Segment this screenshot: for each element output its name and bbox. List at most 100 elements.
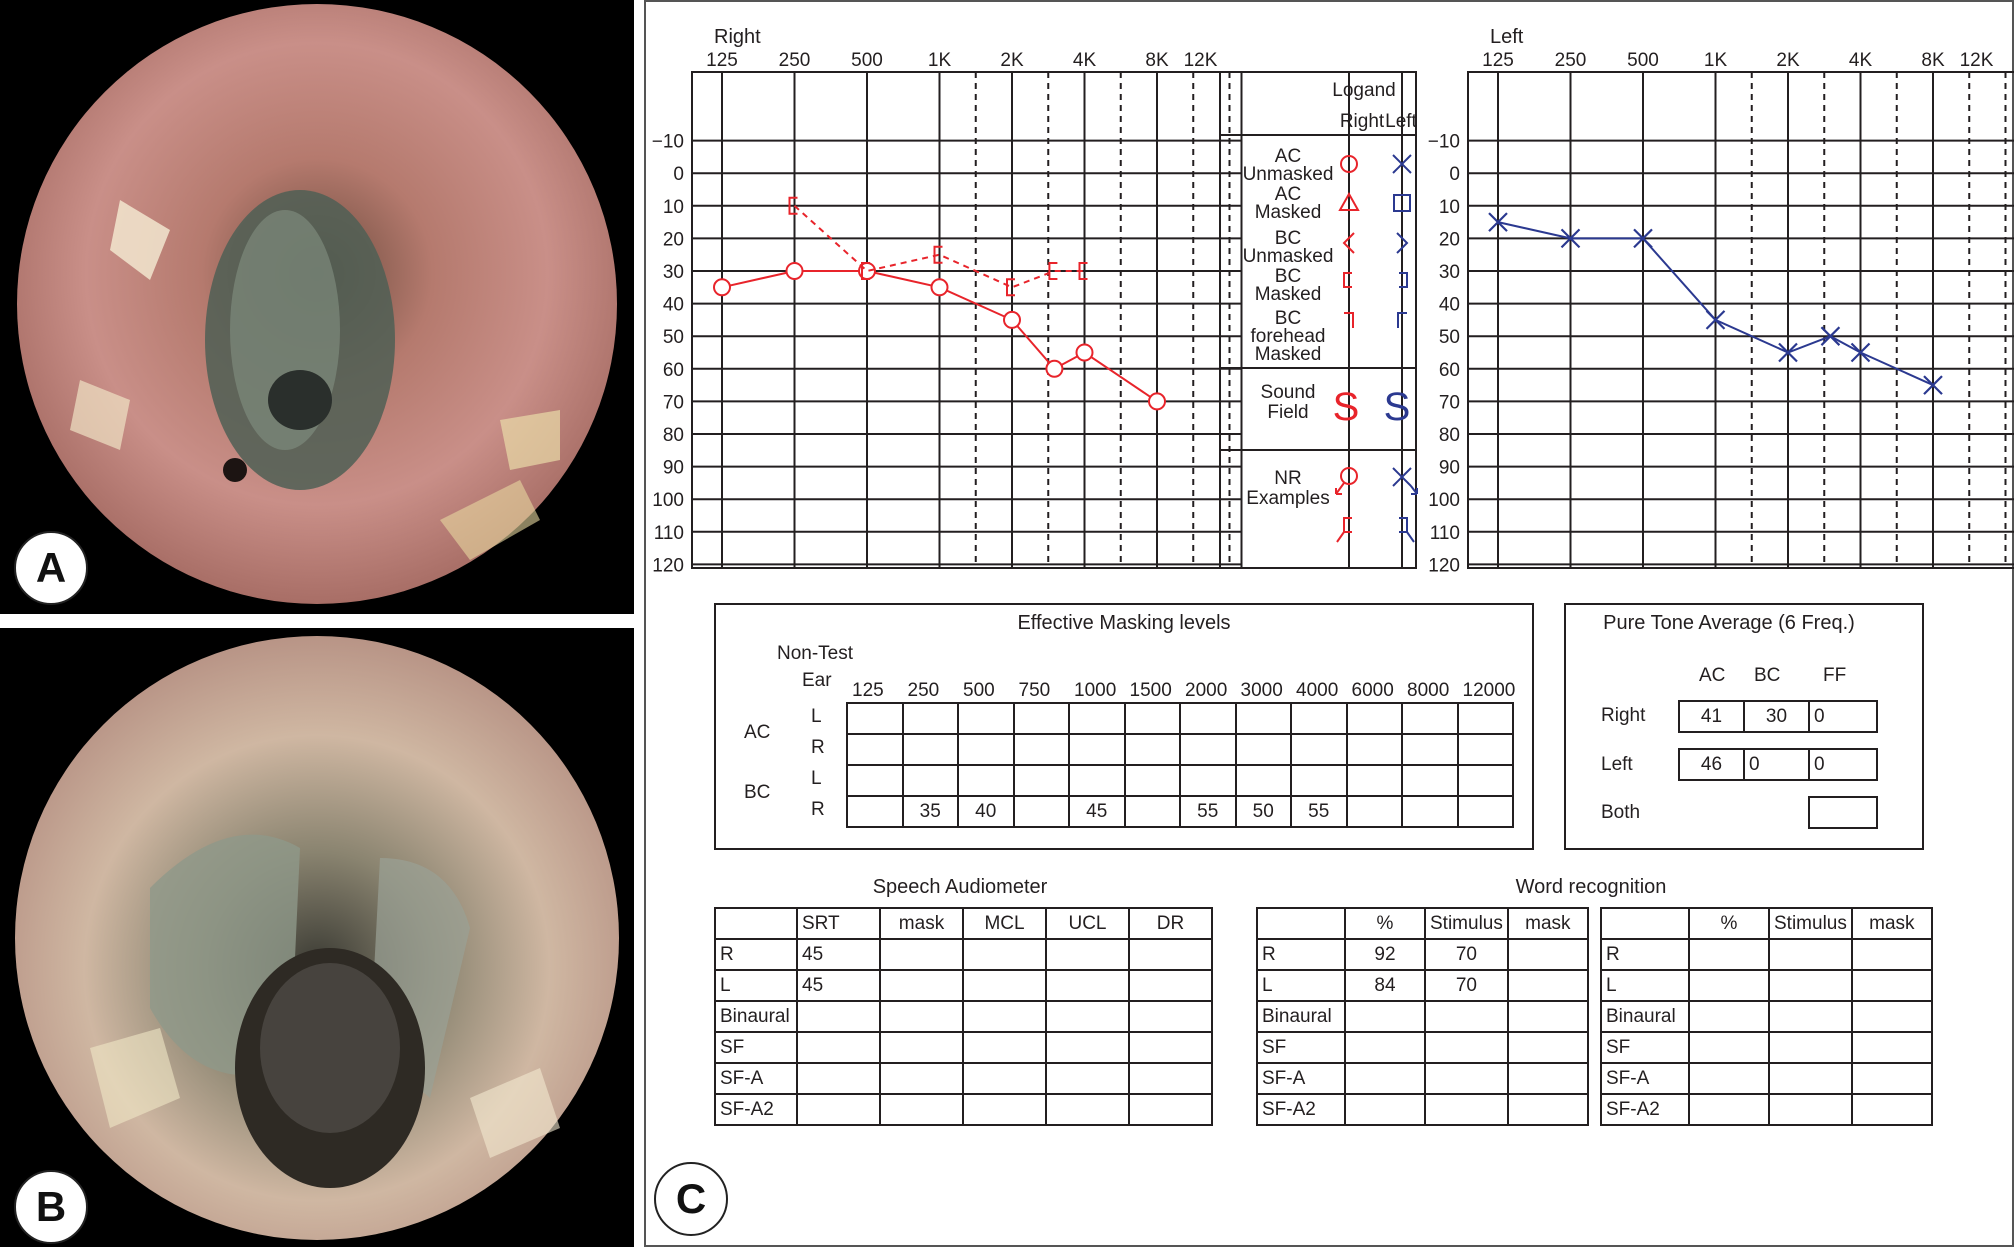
data-point-bc-masked [788,196,798,215]
masking-cell [1012,795,1070,828]
table-cell [879,1031,964,1064]
masking-cell [1401,795,1459,828]
masking-cell [1123,795,1181,828]
legend-symbol-ac-masked-right [1338,191,1360,211]
y-tick-label: 50 [1439,327,1460,348]
masking-cell [1234,733,1292,766]
word-table-2: % Stimulus mask R L Binaural SF SF-A SF-A2 [1600,907,1933,1126]
x-tick-label: 8K [1145,50,1169,71]
pta-header-ff: FF [1823,665,1847,686]
pta-left-ac: 46 [1678,748,1745,781]
row-label: SF-A2 [714,1093,798,1126]
table-cell [1688,1062,1770,1095]
masking-cell [846,795,904,828]
table-cell [1850,1093,1933,1126]
masking-cell [957,733,1015,766]
y-tick-label: 20 [663,229,684,250]
data-point-ac [1820,326,1841,346]
table-cell [1344,1093,1426,1126]
table-cell [1424,1031,1509,1064]
y-tick-label: −10 [652,132,684,153]
masking-cell [846,733,904,766]
table-cell [796,1000,881,1033]
masking-cell [1456,733,1514,766]
masking-cell [1234,702,1292,735]
table-row: SF-A2 [714,1093,1213,1126]
table-cell [796,1031,881,1064]
legend-row-label: BC [1275,266,1301,287]
data-point-ac [1560,228,1581,249]
masking-cell [1179,702,1237,735]
legend-symbol-bc-masked-left [1399,272,1408,288]
legend-symbol-bc-forehead-left [1397,312,1407,328]
masking-cell [901,702,959,735]
masking-ear-label-row: L [811,768,822,789]
table-cell [796,1062,881,1095]
table-row: SF-A [714,1062,1213,1095]
masking-cell [1401,702,1459,735]
pta-left-ff: 0 [1808,748,1878,781]
data-point-ac [1633,228,1653,249]
x-tick-label: 500 [851,50,883,71]
masking-cell: 40 [957,795,1015,828]
y-tick-label: 30 [1439,262,1460,283]
x-tick-label: 1K [1704,50,1728,71]
table-row: SF [714,1031,1213,1064]
table-header-cell [714,907,798,940]
table-cell [879,1000,964,1033]
legend-symbol-bc-unmasked-right [1342,232,1355,254]
table-cell [1424,1093,1509,1126]
legend-row-label: Unmasked [1243,164,1334,185]
otoscopy-photo-b: B [0,628,634,1247]
masking-freq-label: 1000 [1074,680,1117,701]
data-point-bc-masked [933,245,943,264]
table-cell [1850,1031,1933,1064]
x-tick-label: 125 [1482,50,1514,71]
word-title: Word recognition [1515,876,1667,898]
panel-label-c: C [654,1162,728,1236]
table-cell: 70 [1424,969,1509,1002]
table-header-cell: Stimulus [1768,907,1853,940]
masking-cell [1456,702,1514,735]
audiogram-frame [691,71,1243,569]
legend-right-header: Right [1340,111,1385,132]
masking-freq-label: 250 [907,680,940,701]
pta-both-value [1808,796,1878,829]
table-cell [1506,1000,1589,1033]
table-row: R 92 70 [1256,938,1589,971]
row-label: SF [1600,1031,1690,1064]
masking-cell [1456,764,1514,797]
pta-both-table [1808,796,1878,829]
masking-cell [1123,764,1181,797]
masking-cell [1456,795,1514,828]
y-tick-label: 80 [663,425,684,446]
y-tick-label: −10 [1428,132,1460,153]
pta-title: Pure Tone Average (6 Freq.) [1603,612,1855,634]
table-header-cell: SRT [796,907,881,940]
masking-cell [1345,702,1403,735]
y-tick-label: 80 [1439,425,1460,446]
table-header-cell: mask [879,907,964,940]
masking-cell [1290,702,1348,735]
table-header-cell: mask [1506,907,1589,940]
legend-nr-left-ac [1392,467,1418,495]
masking-group-ac: AC [744,722,771,743]
row-label: Binaural [1600,1000,1690,1033]
y-tick-label: 30 [663,262,684,283]
table-cell [962,1093,1047,1126]
masking-freq-label: 4000 [1296,680,1339,701]
masking-cell [1345,733,1403,766]
masking-cell [1290,733,1348,766]
y-tick-label: 0 [673,164,684,185]
data-point-ac [1003,310,1021,329]
row-label: SF-A [714,1062,798,1095]
data-point-ac [1705,310,1726,330]
row-label: R [714,938,798,971]
table-cell [879,1062,964,1095]
legend-nr-left-bc [1399,517,1415,543]
row-label: SF-A [1256,1062,1346,1095]
masking-table: 35 40 45 55 50 55 [846,702,1514,828]
masking-cell: 35 [901,795,959,828]
table-header-cell: DR [1128,907,1213,940]
